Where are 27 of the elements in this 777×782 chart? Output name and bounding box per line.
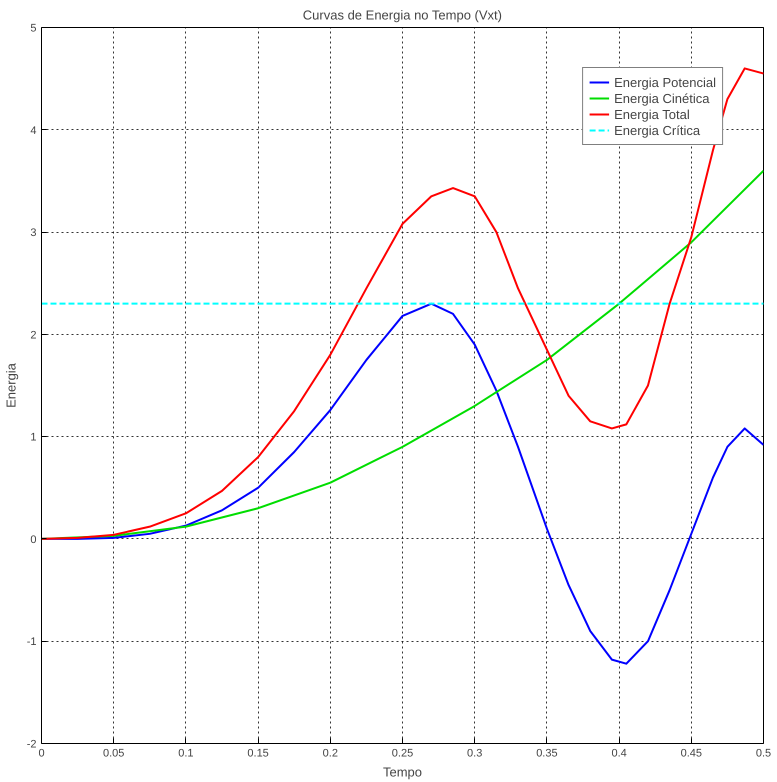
legend-label: Energia Potencial — [614, 74, 716, 90]
chart-title: Curvas de Energia no Tempo (Vxt) — [302, 8, 502, 22]
y-tick-label: 3 — [30, 227, 37, 240]
x-tick-label: 0.25 — [392, 748, 414, 760]
legend-label: Energia Total — [614, 106, 690, 122]
x-tick-label: 0 — [38, 748, 45, 760]
x-tick-label: 0.45 — [680, 748, 702, 760]
x-tick-label: 0.4 — [611, 748, 627, 760]
x-tick-label: 0.05 — [102, 748, 124, 760]
y-tick-label: -2 — [26, 738, 36, 750]
y-tick-label: 5 — [30, 22, 37, 34]
x-tick-label: 0.1 — [178, 748, 194, 760]
legend-label: Energia Cinética — [614, 90, 710, 106]
x-tick-label: 0.15 — [247, 748, 269, 760]
y-tick-label: -1 — [26, 636, 36, 648]
y-tick-label: 4 — [30, 124, 37, 137]
x-tick-label: 0.3 — [467, 748, 482, 760]
y-tick-label: 2 — [30, 329, 37, 342]
x-tick-label: 0.2 — [322, 748, 338, 760]
y-tick-label: 0 — [30, 534, 37, 546]
line-series — [42, 67, 764, 540]
y-tick-label: 1 — [30, 432, 37, 444]
x-tick-label: 0.35 — [536, 748, 558, 760]
y-axis-title: Energia — [4, 362, 19, 408]
x-axis-title: Tempo — [382, 764, 422, 780]
legend-label: Energia Crítica — [614, 122, 700, 138]
x-tick-label: 0.5 — [756, 748, 772, 760]
